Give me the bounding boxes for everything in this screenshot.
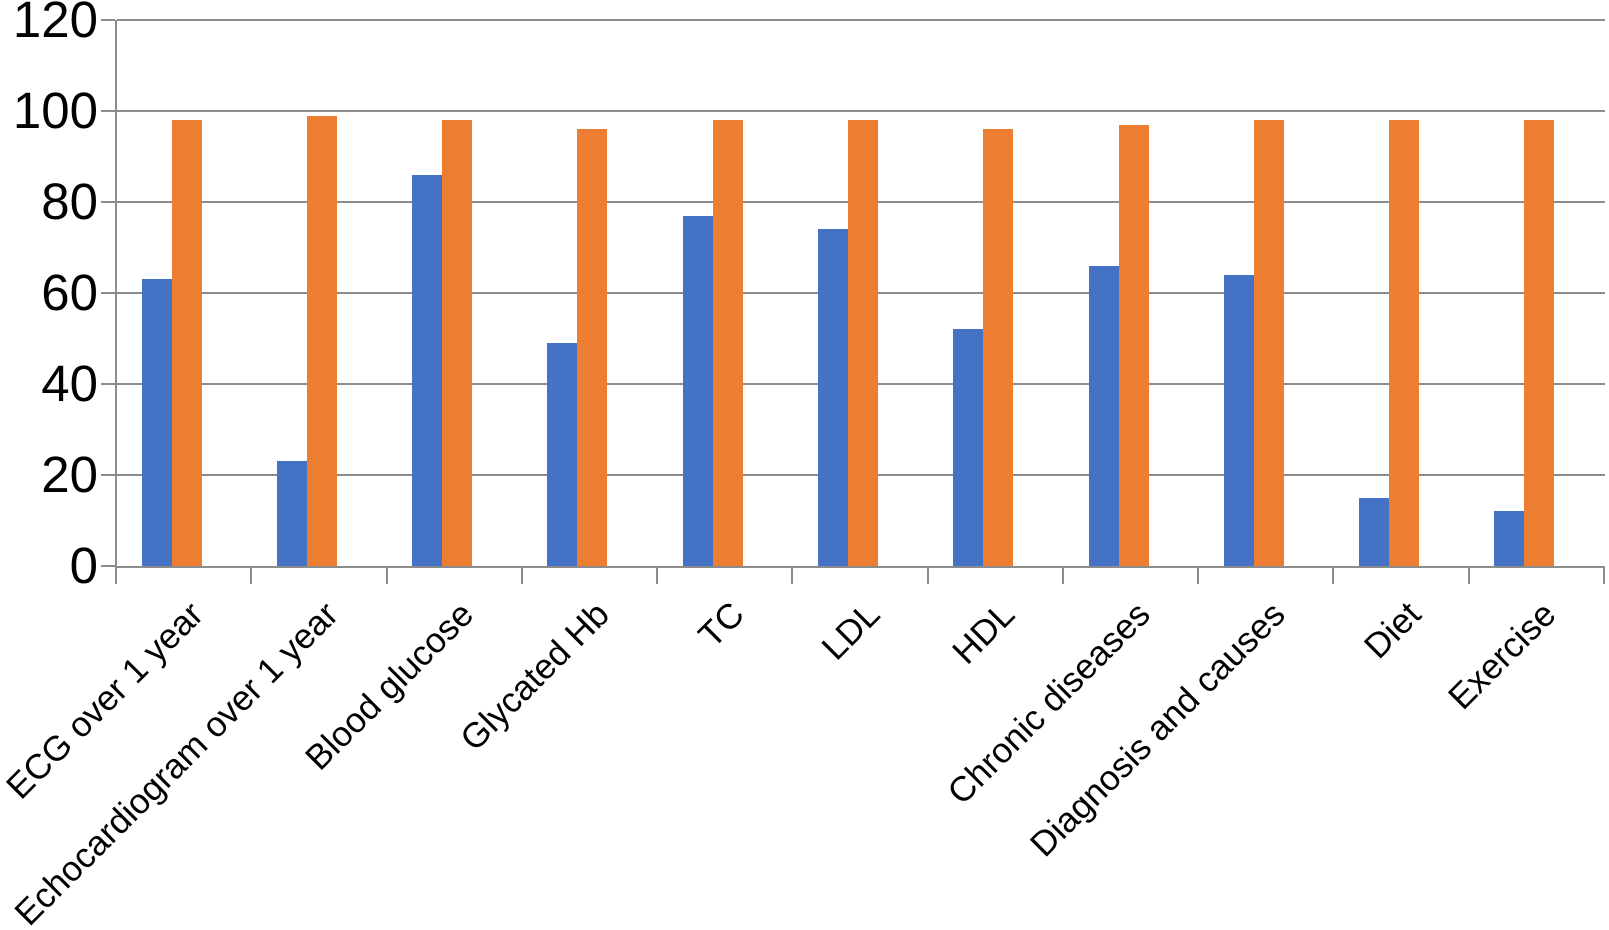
bar-series-2-10 — [1389, 120, 1420, 566]
bar-series-2-4 — [577, 129, 608, 566]
y-tick-mark-20 — [101, 474, 115, 476]
x-tick-mark-0 — [115, 568, 117, 584]
bar-series-1-7 — [953, 329, 984, 566]
y-tick-mark-80 — [101, 201, 115, 203]
x-tick-mark-5 — [791, 568, 794, 584]
bar-series-1-9 — [1223, 274, 1254, 566]
y-tick-label-100: 100 — [12, 82, 98, 139]
bar-series-2-8 — [1118, 124, 1149, 566]
bar-series-2-9 — [1253, 120, 1284, 566]
x-tick-mark-4 — [656, 568, 659, 584]
y-tick-mark-0 — [101, 565, 115, 567]
gridline-y100 — [117, 110, 1605, 112]
x-tick-mark-9 — [1332, 568, 1335, 584]
y-tick-mark-100 — [101, 110, 115, 112]
y-tick-label-80: 80 — [41, 173, 98, 230]
y-tick-mark-40 — [101, 383, 115, 385]
bar-series-1-5 — [682, 215, 713, 566]
x-tick-mark-6 — [926, 568, 929, 584]
bar-series-1-11 — [1494, 511, 1525, 566]
plot-area — [115, 19, 1605, 568]
bar-series-2-5 — [712, 120, 743, 566]
gridline-y120 — [117, 19, 1605, 21]
x-tick-mark-3 — [520, 568, 523, 584]
bar-series-2-6 — [848, 120, 878, 566]
bar-series-1-1 — [141, 279, 172, 566]
bar-series-2-7 — [983, 129, 1014, 566]
x-axis-label-10: Diet — [1356, 594, 1429, 667]
bar-series-2-11 — [1524, 120, 1555, 566]
x-tick-mark-7 — [1061, 568, 1064, 584]
y-tick-label-60: 60 — [41, 264, 98, 321]
bar-series-1-10 — [1359, 497, 1390, 566]
x-tick-mark-8 — [1197, 568, 1200, 584]
bar-series-1-3 — [412, 174, 443, 566]
y-tick-label-20: 20 — [41, 446, 98, 503]
bar-series-2-3 — [442, 120, 473, 566]
bar-series-1-8 — [1088, 265, 1119, 566]
x-tick-mark-11 — [1603, 568, 1605, 584]
y-tick-mark-60 — [101, 292, 115, 294]
y-tick-label-40: 40 — [41, 355, 98, 412]
x-tick-mark-1 — [250, 568, 253, 584]
y-tick-label-0: 0 — [69, 537, 98, 594]
bar-series-1-4 — [547, 343, 578, 566]
x-axis-label-5: TC — [691, 594, 752, 656]
bar-series-1-6 — [818, 229, 848, 566]
bar-series-1-2 — [276, 461, 307, 566]
x-axis-label-11: Exercise — [1441, 594, 1564, 718]
y-tick-mark-120 — [101, 19, 115, 21]
bar-series-2-2 — [306, 115, 337, 566]
x-axis-label-6: LDL — [814, 594, 888, 668]
x-tick-mark-2 — [385, 568, 388, 584]
bar-series-2-1 — [171, 120, 202, 566]
x-axis-label-9: Diagnosis and causes — [1023, 594, 1293, 865]
y-tick-label-120: 120 — [12, 0, 98, 48]
x-axis-label-7: HDL — [945, 594, 1023, 672]
x-tick-mark-10 — [1467, 568, 1470, 584]
